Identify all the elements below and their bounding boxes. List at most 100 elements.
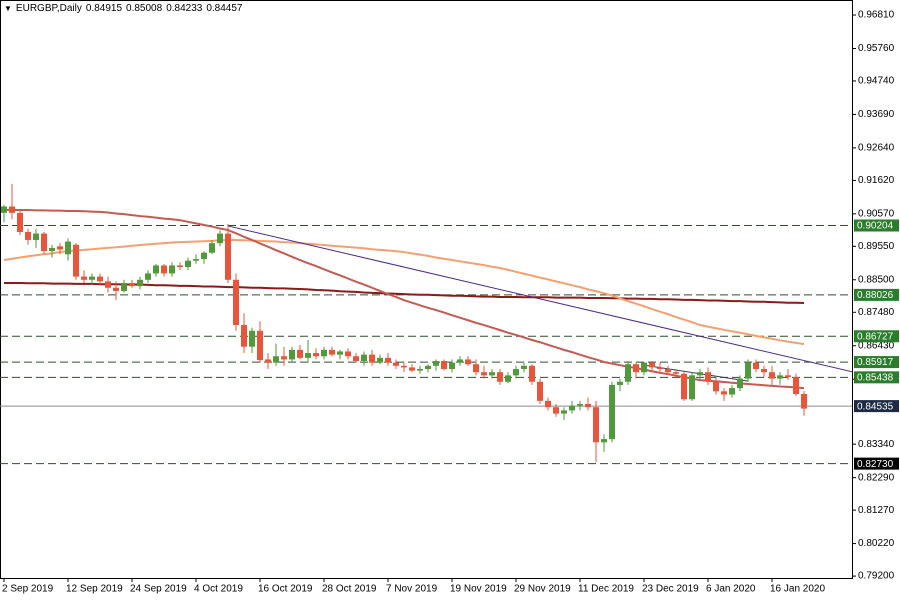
candle-body — [297, 349, 303, 358]
candle-body — [201, 252, 207, 260]
candle-body — [361, 354, 367, 362]
candle-body — [801, 394, 807, 409]
candle-body — [225, 233, 231, 280]
candle-body — [369, 354, 375, 363]
candle-body — [705, 372, 711, 382]
plot-area — [0, 183, 852, 465]
candle-body — [265, 359, 271, 363]
candle-body — [473, 364, 479, 373]
candle-body — [729, 388, 735, 395]
candle-body — [169, 265, 175, 274]
candle-body — [505, 375, 511, 382]
candle-body — [617, 381, 623, 385]
y-tick-label: 0.82290 — [858, 472, 895, 483]
candle-body — [65, 241, 71, 255]
y-tick-label: 0.91620 — [858, 175, 895, 186]
candle-body — [401, 365, 407, 368]
candle-body — [457, 359, 463, 363]
price-level-label: 0.90204 — [857, 221, 894, 232]
candle-body — [449, 362, 455, 369]
y-tick-label: 0.87480 — [858, 307, 895, 318]
x-tick-label: 23 Dec 2019 — [642, 584, 699, 595]
candle-body — [753, 362, 759, 369]
y-tick-label: 0.94740 — [858, 76, 895, 87]
y-tick-label: 0.79200 — [858, 571, 895, 582]
x-tick-label: 6 Jan 2020 — [706, 584, 756, 595]
candle-body — [601, 439, 607, 443]
candle-body — [673, 372, 679, 374]
x-tick-label: 12 Sep 2019 — [66, 584, 123, 595]
candle-body — [633, 364, 639, 373]
candle-body — [145, 273, 151, 280]
plot-frame — [0, 0, 853, 579]
candle-body — [81, 276, 87, 280]
candle-body — [73, 244, 79, 277]
candle-body — [577, 404, 583, 406]
candle-body — [217, 233, 223, 244]
candle-body — [697, 372, 703, 376]
candle-body — [41, 233, 47, 252]
price-level-label: 0.82730 — [857, 459, 894, 470]
candle-body — [497, 372, 503, 382]
y-tick-label: 0.92640 — [858, 143, 895, 154]
price-level-box — [854, 400, 899, 413]
candle-body — [489, 372, 495, 376]
moving-average — [4, 209, 805, 390]
price-level-label: 0.85438 — [857, 372, 894, 383]
candle-body — [745, 362, 751, 379]
x-tick-label: 19 Nov 2019 — [450, 584, 507, 595]
y-tick-label: 0.95760 — [858, 43, 895, 54]
price-level-box — [854, 457, 899, 470]
price-level-label: 0.85917 — [857, 357, 894, 368]
candle-body — [561, 410, 567, 414]
price-level-box — [854, 219, 899, 232]
candle-body — [769, 372, 775, 379]
candle-body — [329, 349, 335, 355]
y-tick-label: 0.89550 — [858, 241, 895, 252]
candle-body — [113, 287, 119, 291]
candle-body — [377, 357, 383, 363]
candle-body — [33, 233, 39, 240]
x-tick-label: 7 Nov 2019 — [386, 584, 438, 595]
price-level-box — [854, 288, 899, 301]
candle-body — [385, 357, 391, 363]
candle-body — [681, 373, 687, 400]
candle-body — [721, 391, 727, 395]
candle-body — [537, 381, 543, 401]
candle-body — [665, 368, 671, 373]
candle-body — [233, 279, 239, 326]
y-tick-label: 0.96810 — [858, 10, 895, 21]
candle-body — [289, 349, 295, 360]
candle-body — [305, 353, 311, 358]
y-tick-label: 0.90570 — [858, 208, 895, 219]
low-value: 0.84233 — [166, 3, 203, 14]
candle-body — [593, 407, 599, 443]
candle-body — [105, 281, 111, 288]
candle-body — [209, 243, 215, 253]
candle-body — [609, 384, 615, 440]
close-value: 0.84457 — [206, 3, 243, 14]
candle-body — [433, 361, 439, 366]
candle-body — [793, 376, 799, 395]
candle-body — [513, 368, 519, 376]
candle-body — [137, 279, 143, 287]
x-tick-label: 24 Sep 2019 — [130, 584, 187, 595]
candle-body — [9, 206, 15, 213]
candle-body — [257, 330, 263, 361]
candle-body — [161, 265, 167, 274]
menu-arrow[interactable]: ▼ — [4, 4, 12, 13]
candle-body — [625, 364, 631, 382]
candle-body — [25, 231, 31, 240]
candle-body — [345, 351, 351, 357]
candle-body — [689, 375, 695, 400]
candle-body — [313, 353, 319, 357]
candle-body — [777, 375, 783, 379]
price-level-box — [854, 330, 899, 343]
candle-body — [97, 276, 103, 282]
x-tick-label: 28 Oct 2019 — [322, 584, 377, 595]
candle-body — [193, 259, 199, 261]
x-tick-label: 29 Nov 2019 — [514, 584, 571, 595]
candle-body — [89, 276, 95, 280]
high-value: 0.85008 — [126, 3, 163, 14]
candle-body — [241, 325, 247, 347]
